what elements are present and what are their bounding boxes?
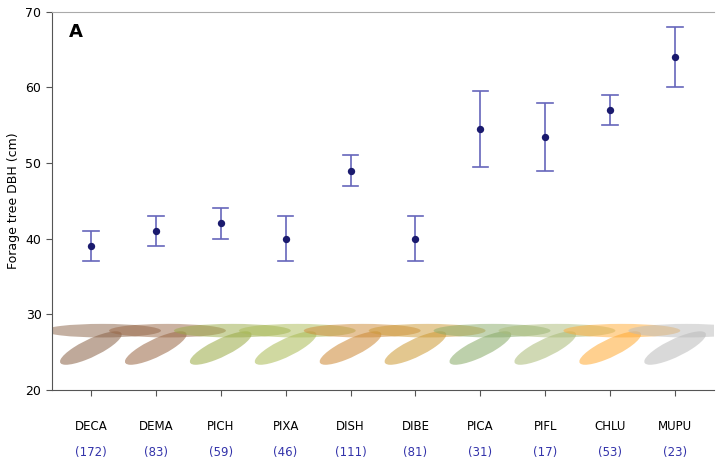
Circle shape xyxy=(629,324,721,338)
Text: DIBE: DIBE xyxy=(402,420,430,433)
Ellipse shape xyxy=(384,332,446,365)
Ellipse shape xyxy=(580,332,641,365)
Text: MUPU: MUPU xyxy=(658,420,692,433)
Point xyxy=(539,133,551,140)
Circle shape xyxy=(368,324,485,338)
Point xyxy=(410,235,421,242)
Ellipse shape xyxy=(645,332,706,365)
Point xyxy=(669,54,681,61)
Point xyxy=(345,167,356,174)
Y-axis label: Forage tree DBH (cm): Forage tree DBH (cm) xyxy=(7,132,20,269)
Text: PIFL: PIFL xyxy=(534,420,557,433)
Point xyxy=(474,125,486,133)
Text: DECA: DECA xyxy=(74,420,107,433)
Circle shape xyxy=(563,324,681,338)
Ellipse shape xyxy=(190,332,252,365)
Circle shape xyxy=(174,324,291,338)
Text: PICA: PICA xyxy=(467,420,494,433)
Text: (83): (83) xyxy=(143,446,168,459)
Text: A: A xyxy=(68,23,82,41)
Text: (23): (23) xyxy=(663,446,687,459)
Point xyxy=(85,242,97,250)
Text: (31): (31) xyxy=(469,446,492,459)
Ellipse shape xyxy=(255,332,317,365)
Point xyxy=(150,227,162,235)
Circle shape xyxy=(304,324,420,338)
Text: (111): (111) xyxy=(335,446,366,459)
Ellipse shape xyxy=(60,332,122,365)
Text: (46): (46) xyxy=(273,446,298,459)
Text: (59): (59) xyxy=(208,446,233,459)
Point xyxy=(604,106,616,114)
Text: PICH: PICH xyxy=(207,420,234,433)
Point xyxy=(215,220,226,227)
Ellipse shape xyxy=(319,332,381,365)
Text: DEMA: DEMA xyxy=(138,420,173,433)
Text: (53): (53) xyxy=(598,446,622,459)
Circle shape xyxy=(44,324,161,338)
Text: (172): (172) xyxy=(75,446,107,459)
Ellipse shape xyxy=(125,332,187,365)
Text: DISH: DISH xyxy=(336,420,365,433)
Text: (17): (17) xyxy=(533,446,557,459)
Point xyxy=(280,235,291,242)
Text: CHLU: CHLU xyxy=(595,420,626,433)
Text: (81): (81) xyxy=(403,446,428,459)
Ellipse shape xyxy=(514,332,576,365)
Ellipse shape xyxy=(449,332,511,365)
Text: PIXA: PIXA xyxy=(273,420,298,433)
Circle shape xyxy=(239,324,355,338)
Circle shape xyxy=(433,324,550,338)
Circle shape xyxy=(498,324,616,338)
Circle shape xyxy=(109,324,226,338)
